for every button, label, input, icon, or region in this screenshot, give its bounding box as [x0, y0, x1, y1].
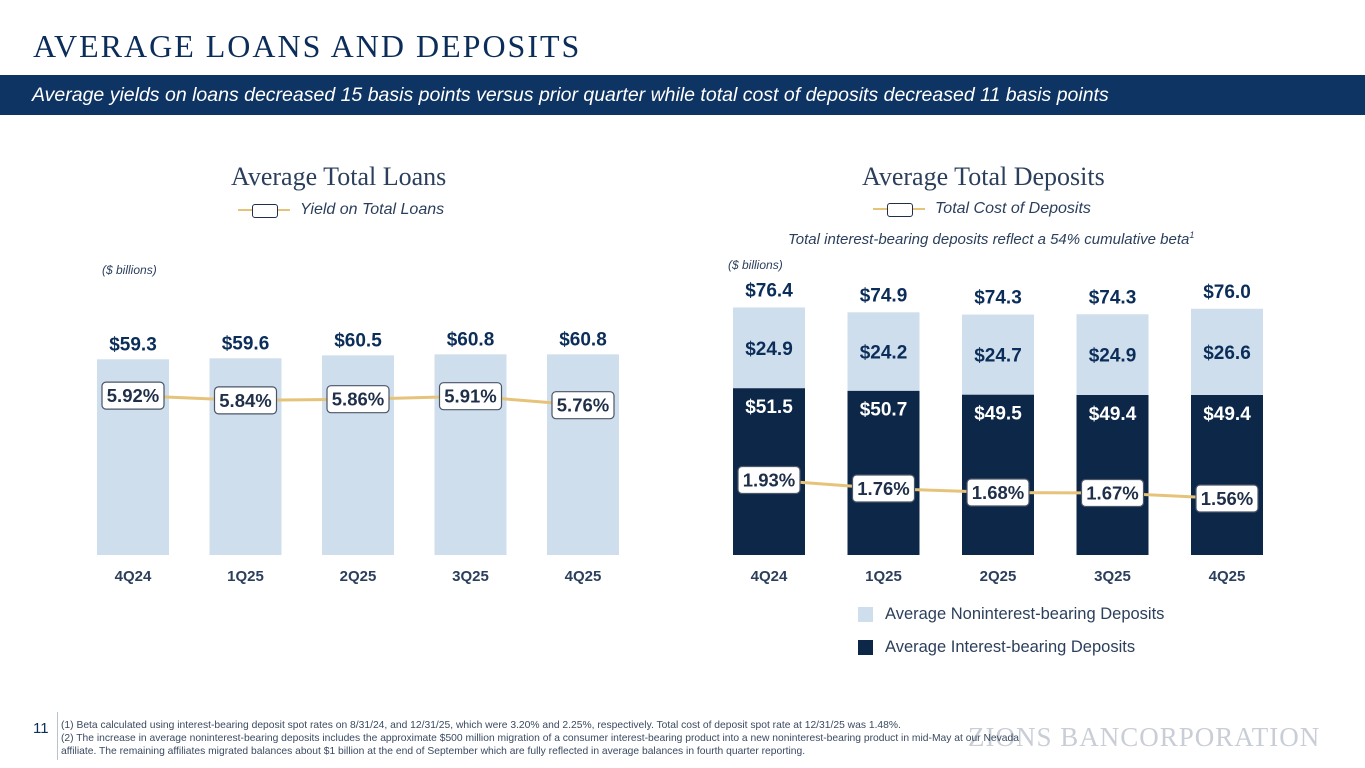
line-marker-icon [873, 202, 925, 217]
beta-note: Total interest-bearing deposits reflect … [788, 230, 1194, 248]
deposits-noninterest-value-label: $24.9 [745, 339, 793, 360]
deposits-interest-bar [962, 394, 1034, 555]
loans-x-tick-label: 2Q25 [340, 568, 377, 585]
deposits-x-tick-label: 4Q25 [1209, 568, 1246, 585]
deposits-cost-label: 1.56% [1201, 488, 1253, 509]
deposits-units-label: ($ billions) [728, 258, 783, 272]
loans-bar [547, 354, 619, 555]
deposits-cost-legend-label: Total Cost of Deposits [935, 200, 1091, 217]
loans-yield-legend-label: Yield on Total Loans [300, 201, 445, 218]
loans-bar-value-label: $59.3 [109, 334, 157, 355]
loans-yield-legend: Yield on Total Loans [238, 201, 444, 219]
loans-yield-label-box [101, 381, 165, 410]
loans-x-tick-label: 4Q24 [115, 568, 152, 585]
deposits-interest-value-label: $51.5 [745, 397, 793, 418]
page-number: 11 [33, 720, 49, 737]
deposits-noninterest-bar [962, 314, 1034, 395]
loans-yield-label: 5.91% [444, 386, 496, 407]
deposits-cost-label: 1.76% [857, 478, 909, 499]
loans-yield-label-box [438, 382, 503, 411]
deposits-noninterest-bar [847, 312, 920, 391]
deposits-total-label: $74.3 [1089, 287, 1137, 308]
loans-x-tick-label: 1Q25 [227, 568, 264, 585]
deposits-total-label: $76.0 [1203, 282, 1251, 303]
footnote-2: (2) The increase in average noninterest-… [61, 733, 1019, 757]
deposits-noninterest-value-label: $24.2 [860, 343, 908, 364]
loans-bar-value-label: $60.5 [334, 330, 382, 351]
loans-yield-label: 5.76% [557, 395, 609, 416]
deposits-interest-value-label: $50.7 [860, 400, 908, 421]
deposits-total-label: $74.3 [974, 288, 1022, 309]
loans-yield-label-box [326, 385, 390, 414]
footnotes: (1) Beta calculated using interest-beari… [61, 719, 1041, 758]
loans-chart: $59.3 4Q24 $59.6 1Q25 $60.5 2Q25 $60.8 3Q25 $60.… [97, 329, 619, 585]
footnote-1: (1) Beta calculated using interest-beari… [61, 720, 901, 731]
deposits-interest-value-label: $49.4 [1089, 404, 1137, 425]
deposits-total-label: $74.9 [860, 285, 908, 306]
subtitle-banner: Average yields on loans decreased 15 bas… [0, 75, 1365, 115]
subtitle-text: Average yields on loans decreased 15 bas… [32, 84, 1109, 106]
deposits-cost-label-box [851, 474, 916, 503]
page-title: AVERAGE LOANS AND DEPOSITS [33, 28, 582, 64]
footnote-divider [57, 712, 58, 760]
loans-yield-label: 5.86% [332, 389, 384, 410]
loans-yield-label-box [551, 391, 615, 420]
legend-swatch-light [858, 607, 873, 622]
line-marker-icon [238, 203, 290, 218]
loans-x-tick-label: 4Q25 [565, 568, 602, 585]
deposits-cost-label: 1.93% [743, 470, 795, 491]
loans-chart-title: Average Total Loans [231, 162, 447, 191]
deposits-noninterest-bar [733, 307, 805, 389]
loans-yield-label-box [213, 386, 278, 415]
beta-note-footnote-ref: 1 [1189, 230, 1195, 240]
deposits-cost-label-box [966, 478, 1030, 507]
loans-bar-value-label: $60.8 [559, 329, 607, 350]
legend-noninterest-label: Average Noninterest-bearing Deposits [885, 605, 1165, 623]
deposits-cost-legend: Total Cost of Deposits [873, 200, 1091, 218]
loans-bar-value-label: $59.6 [222, 333, 270, 354]
loans-x-tick-label: 3Q25 [452, 568, 489, 585]
deposits-cost-label-box [737, 465, 801, 495]
loans-bar-value-label: $60.8 [447, 329, 495, 350]
deposits-noninterest-value-label: $24.9 [1089, 346, 1137, 367]
deposits-cost-label-box [1195, 484, 1259, 513]
deposits-noninterest-bar [1076, 314, 1149, 395]
beta-note-text: Total interest-bearing deposits reflect … [788, 231, 1190, 248]
deposits-x-tick-label: 4Q24 [751, 568, 788, 585]
deposits-noninterest-value-label: $24.7 [974, 346, 1022, 367]
deposits-interest-value-label: $49.5 [974, 404, 1022, 425]
legend-interest-label: Average Interest-bearing Deposits [885, 638, 1136, 656]
legend-swatch-dark [858, 640, 873, 655]
deposits-chart: $76.4 $24.9 $51.5 4Q24 $74.9 $24.2 $50.7 1Q25 $7… [733, 280, 1263, 585]
deposits-x-tick-label: 2Q25 [980, 568, 1017, 585]
deposits-cost-label: 1.67% [1086, 483, 1138, 504]
deposits-interest-bar [847, 390, 920, 555]
deposits-interest-bar [1191, 394, 1263, 555]
deposits-interest-bar [1076, 394, 1149, 555]
deposits-chart-title: Average Total Deposits [862, 162, 1105, 191]
legend-interest-bearing: Average Interest-bearing Deposits [858, 638, 1135, 657]
loans-yield-label: 5.84% [219, 390, 271, 411]
deposits-noninterest-bar [1191, 308, 1263, 395]
legend-noninterest-bearing: Average Noninterest-bearing Deposits [858, 605, 1164, 624]
deposits-interest-value-label: $49.4 [1203, 404, 1251, 425]
deposits-cost-label-box [1080, 478, 1145, 508]
loans-yield-label: 5.92% [107, 385, 159, 406]
deposits-total-label: $76.4 [745, 280, 793, 301]
deposits-cost-label: 1.68% [972, 482, 1024, 503]
deposits-x-tick-label: 3Q25 [1094, 568, 1131, 585]
deposits-noninterest-value-label: $26.6 [1203, 343, 1251, 364]
loans-units-label: ($ billions) [102, 263, 157, 277]
deposits-x-tick-label: 1Q25 [865, 568, 902, 585]
company-logo: ZIONS BANCORPORATION [968, 722, 1321, 752]
